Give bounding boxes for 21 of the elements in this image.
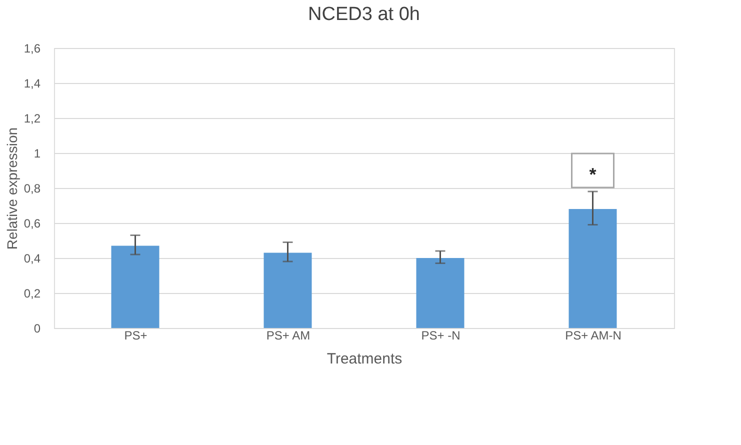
y-tick-label: 0,4: [24, 252, 41, 266]
bar: [568, 209, 617, 328]
y-tick-label: 1,6: [24, 42, 41, 56]
y-tick-label: 0,2: [24, 286, 41, 300]
bar: [111, 246, 160, 328]
annotation: *: [589, 164, 596, 184]
x-tick-label: PS+ -N: [421, 328, 460, 342]
x-tick-label: PS+ AM-N: [565, 328, 622, 342]
bar: [416, 258, 464, 328]
y-axis-title: Relative expression: [4, 127, 20, 250]
y-tick-label: 1: [34, 146, 41, 160]
y-tick-label: 1,2: [24, 112, 41, 126]
y-tick-label: 1,4: [24, 76, 41, 90]
y-tick-label: 0,6: [24, 216, 41, 230]
y-tick-label: 0,8: [24, 182, 41, 196]
bar: [264, 252, 312, 328]
x-axis-title: Treatments: [326, 350, 402, 368]
x-tick-label: PS+ AM: [266, 328, 310, 342]
chart-title: NCED3 at 0h: [308, 4, 420, 25]
y-tick-label: 0: [34, 322, 41, 336]
x-tick-label: PS+: [124, 328, 148, 342]
